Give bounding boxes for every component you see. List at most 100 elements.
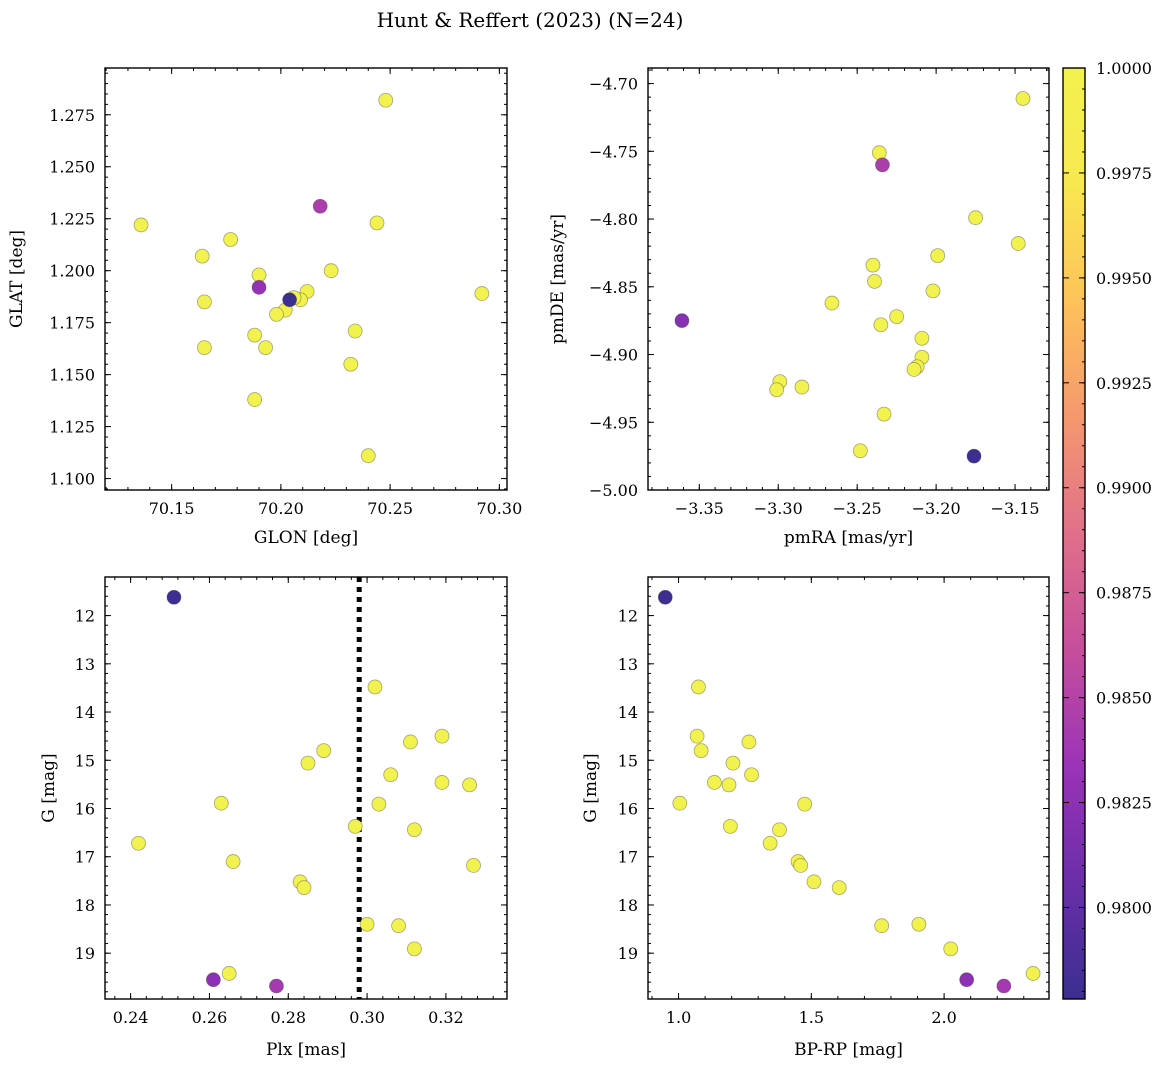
data-point	[871, 145, 887, 161]
data-point	[369, 215, 385, 231]
y-axis-label: G [mag]	[39, 753, 59, 822]
data-point	[466, 858, 481, 873]
x-tick-label: 1.5	[799, 1008, 824, 1027]
axes-frame	[647, 576, 1050, 1000]
x-axis-label: GLON [deg]	[254, 528, 358, 548]
panel-1: 70.15 70.20 70.25 70.30 1.100 1.125 1.150 1.175…	[7, 67, 522, 548]
data-point	[657, 589, 673, 605]
colorbar-tick-label: 0.9950	[1096, 269, 1152, 288]
data-point	[360, 448, 376, 464]
data-point	[674, 313, 690, 329]
y-tick-label: 1.200	[49, 262, 95, 281]
data-point	[221, 966, 237, 981]
y-tick-label: −4.70	[589, 75, 638, 94]
x-tick-label: 0.32	[428, 1008, 464, 1027]
data-point	[247, 327, 263, 343]
data-point	[914, 330, 930, 346]
data-point	[300, 755, 316, 771]
data-point	[852, 443, 868, 459]
data-point	[744, 767, 759, 783]
data-point	[282, 292, 298, 308]
axes-frame	[104, 576, 508, 1000]
y-tick-label: −5.00	[589, 481, 638, 500]
y-tick-label: 1.250	[49, 158, 95, 177]
data-point	[378, 92, 394, 108]
x-tick-label: 2.0	[931, 1008, 956, 1027]
data-point	[347, 323, 363, 339]
data-point	[706, 775, 722, 790]
y-tick-label: 15	[75, 751, 95, 770]
x-tick-label: 70.30	[476, 499, 522, 518]
data-point	[367, 679, 383, 695]
y-axis-label: pmDE [mas/yr]	[548, 214, 568, 344]
panel-4: 1.0 1.5 2.0 12 13 14 15 16 17 18 19 BP-RP [mag] G [m…	[581, 576, 1050, 1060]
y-tick-label: 12	[618, 607, 638, 626]
x-tick-label: −3.15	[991, 499, 1040, 518]
data-point	[794, 379, 810, 395]
colorbar-tick-label: 0.9850	[1096, 689, 1152, 708]
y-tick-label: 17	[618, 848, 638, 867]
data-point	[269, 306, 284, 322]
data-point	[251, 267, 267, 283]
data-point	[867, 273, 882, 289]
y-tick-label: −4.95	[589, 413, 638, 432]
colorbar-tick-label: 0.9925	[1096, 374, 1152, 393]
data-point	[391, 918, 407, 934]
data-point	[323, 263, 339, 279]
data-point	[672, 795, 688, 811]
y-tick-label: 1.150	[49, 366, 95, 385]
y-tick-label: 13	[618, 655, 638, 674]
data-point	[434, 728, 450, 744]
x-tick-label: 0.26	[192, 1008, 228, 1027]
y-tick-label: 14	[75, 703, 95, 722]
data-point	[693, 743, 709, 759]
x-axis-label: BP-RP [mag]	[794, 1040, 903, 1060]
x-axis-label: Plx [mas]	[266, 1040, 346, 1060]
data-point	[269, 978, 284, 994]
data-point	[474, 286, 490, 301]
data-point	[876, 406, 892, 422]
data-point	[166, 589, 182, 605]
data-point	[689, 728, 705, 744]
data-point	[403, 734, 418, 750]
x-tick-label: 1.0	[666, 1008, 691, 1027]
x-tick-label: −3.20	[912, 499, 961, 518]
y-tick-label: 1.100	[49, 470, 95, 489]
data-point	[873, 317, 889, 333]
data-point	[359, 916, 375, 932]
data-point	[131, 835, 146, 851]
data-point	[133, 217, 149, 233]
data-point	[793, 858, 809, 873]
y-tick-label: 18	[75, 896, 95, 915]
data-point	[251, 279, 267, 295]
axes-frame	[104, 67, 508, 491]
data-point	[925, 283, 941, 299]
y-tick-label: 13	[75, 655, 95, 674]
data-point	[247, 392, 263, 407]
panel-2: −3.35 −3.30 −3.25 −3.20 −3.15 −5.00 −4.95 −4.90…	[548, 67, 1050, 548]
x-tick-label: 0.28	[270, 1008, 306, 1027]
data-point	[769, 382, 785, 398]
colorbar-tick-label: 0.9825	[1096, 794, 1152, 813]
data-point	[968, 210, 983, 226]
x-tick-label: 70.15	[149, 499, 195, 518]
x-tick-label: 70.25	[367, 499, 413, 518]
data-point	[875, 157, 890, 173]
data-point	[343, 356, 359, 372]
x-tick-label: −3.30	[754, 499, 803, 518]
data-point	[347, 818, 363, 834]
x-axis-label: pmRA [mas/yr]	[784, 528, 913, 548]
data-point	[806, 874, 822, 890]
data-point	[312, 198, 328, 214]
y-tick-label: 14	[618, 703, 638, 722]
data-point	[194, 248, 210, 264]
y-axis-label: G [mag]	[581, 753, 601, 822]
data-point	[223, 232, 239, 247]
data-point	[741, 734, 757, 750]
y-tick-label: 19	[75, 944, 95, 963]
data-point	[722, 818, 738, 834]
data-point	[797, 796, 813, 812]
data-point	[725, 755, 741, 771]
data-point	[1015, 91, 1031, 106]
